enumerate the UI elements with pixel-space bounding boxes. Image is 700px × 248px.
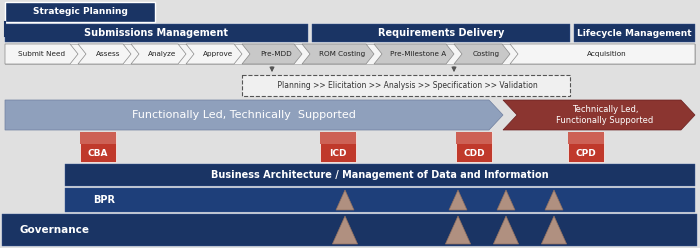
Text: Pre-MDD: Pre-MDD	[260, 51, 292, 57]
Text: Submit Need: Submit Need	[18, 51, 65, 57]
Polygon shape	[503, 100, 695, 130]
Polygon shape	[5, 44, 78, 64]
Text: Costing: Costing	[473, 51, 500, 57]
Text: Assess: Assess	[97, 51, 120, 57]
Bar	[80, 132, 116, 162]
Bar	[65, 164, 695, 186]
Text: CBA: CBA	[88, 149, 108, 158]
Bar	[568, 132, 604, 162]
Text: Requirements Delivery: Requirements Delivery	[378, 28, 504, 38]
Bar	[456, 132, 492, 162]
Text: Functionally Led, Technically  Supported: Functionally Led, Technically Supported	[132, 110, 356, 120]
Bar	[65, 188, 695, 212]
Bar	[5, 24, 308, 42]
Polygon shape	[541, 216, 566, 244]
Text: Technically Led,
Functionally Supported: Technically Led, Functionally Supported	[556, 105, 654, 125]
Text: Analyze: Analyze	[148, 51, 176, 57]
Polygon shape	[332, 216, 358, 244]
Text: BPR: BPR	[93, 195, 115, 205]
Polygon shape	[497, 190, 515, 210]
Text: CPD: CPD	[575, 149, 596, 158]
Text: Strategic Planning: Strategic Planning	[33, 7, 127, 17]
Text: Approve: Approve	[203, 51, 233, 57]
Polygon shape	[131, 44, 186, 64]
Bar	[456, 132, 492, 144]
Bar	[574, 24, 695, 42]
Polygon shape	[302, 44, 374, 64]
Text: CDD: CDD	[463, 149, 485, 158]
Bar	[242, 75, 570, 96]
Bar	[5, 2, 155, 22]
Polygon shape	[186, 44, 242, 64]
Polygon shape	[510, 44, 695, 64]
Polygon shape	[445, 216, 470, 244]
Polygon shape	[374, 44, 454, 64]
Bar	[320, 132, 356, 144]
Polygon shape	[5, 100, 503, 130]
Polygon shape	[494, 216, 519, 244]
Text: Planning >> Elicitation >> Analysis >> Specification >> Validation: Planning >> Elicitation >> Analysis >> S…	[274, 81, 538, 90]
Bar	[5, 44, 695, 64]
Bar	[2, 214, 697, 246]
Text: Business Architecture / Management of Data and Information: Business Architecture / Management of Da…	[211, 170, 549, 180]
Text: Pre-Milestone A: Pre-Milestone A	[390, 51, 446, 57]
Polygon shape	[242, 44, 302, 64]
Text: ROM Costing: ROM Costing	[319, 51, 365, 57]
Polygon shape	[336, 190, 354, 210]
Bar	[312, 24, 570, 42]
Polygon shape	[78, 44, 131, 64]
Polygon shape	[449, 190, 467, 210]
Polygon shape	[454, 44, 510, 64]
Bar	[80, 132, 116, 144]
Bar	[320, 132, 356, 162]
Text: Lifecycle Management: Lifecycle Management	[578, 29, 692, 37]
Text: ICD: ICD	[329, 149, 346, 158]
Bar	[568, 132, 604, 144]
Polygon shape	[545, 190, 563, 210]
Text: Acquisition: Acquisition	[587, 51, 626, 57]
Text: Submissions Management: Submissions Management	[85, 28, 228, 38]
Text: Governance: Governance	[20, 225, 90, 235]
